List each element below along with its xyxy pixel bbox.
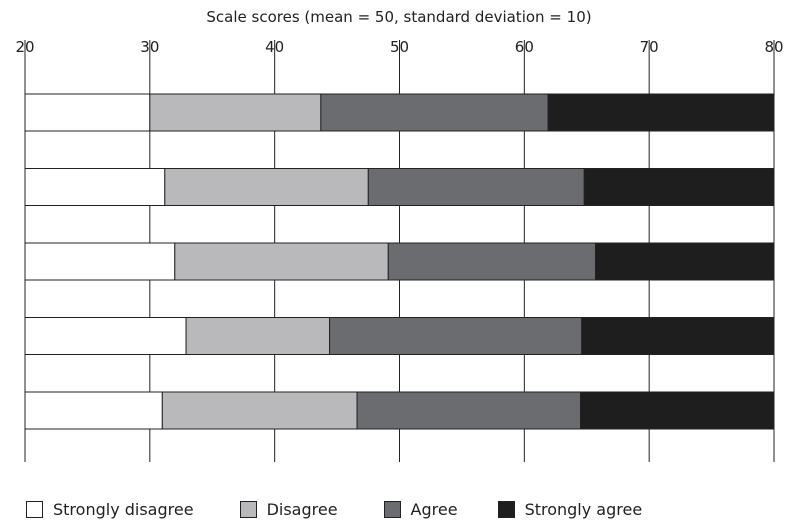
x-tick-label: 60 [515,38,534,56]
bar-row [24,168,775,206]
bar-row [24,242,775,281]
bar-segment-disagree [174,242,389,281]
legend-swatch [239,501,257,518]
x-tick-label: 80 [764,38,783,56]
axis-title: Scale scores (mean = 50, standard deviat… [206,8,591,26]
bar-segment-strongly-disagree [24,317,187,355]
legend-label: Strongly agree [524,500,643,519]
legend-item: Strongly disagree [26,500,194,519]
bar-row [24,391,775,430]
bar-segment-strongly-agree [580,391,775,430]
bar-segment-strongly-disagree [24,168,166,206]
x-tick-label: 30 [140,38,159,56]
bars [24,93,775,430]
bar-segment-agree [320,93,549,132]
legend: Strongly disagree Disagree Agree Strongly a… [26,500,642,519]
legend-swatch [383,501,401,518]
bar-row [24,317,775,355]
x-tick-label: 70 [640,38,659,56]
legend-swatch [497,501,515,518]
bar-segment-strongly-disagree [24,93,151,132]
legend-item: Strongly agree [497,500,643,519]
bar-segment-strongly-disagree [24,391,163,430]
legend-label: Agree [410,500,458,519]
tick-labels: 20 30 40 50 60 70 80 [15,38,783,56]
legend-label: Disagree [266,500,338,519]
legend-swatch [26,501,43,518]
bar-segment-agree [367,168,585,206]
x-tick-label: 20 [15,38,34,56]
x-tick-label: 50 [390,38,409,56]
legend-item: Agree [383,500,458,519]
bar-segment-disagree [161,391,358,430]
bar-segment-agree [387,242,596,281]
bar-segment-strongly-agree [547,93,775,132]
bar-segment-agree [356,391,582,430]
bar-segment-disagree [149,93,322,132]
bar-segment-strongly-disagree [24,242,176,281]
bar-segment-agree [329,317,583,355]
bar-segment-disagree [164,168,369,206]
legend-item: Disagree [239,500,338,519]
bar-row [24,93,775,132]
legend-label: Strongly disagree [53,500,194,519]
bar-segment-strongly-agree [581,317,775,355]
bar-segment-strongly-agree [583,168,775,206]
x-tick-label: 40 [265,38,284,56]
bar-segment-disagree [185,317,331,355]
bar-segment-strongly-agree [594,242,775,281]
